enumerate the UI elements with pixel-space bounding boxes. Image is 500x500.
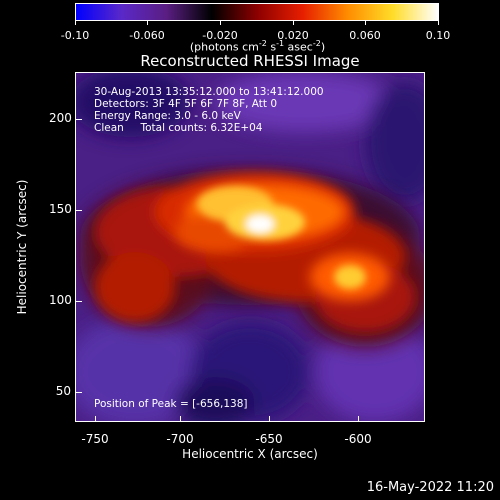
x-axis-label: Heliocentric X (arcsec) [182,447,318,461]
y-tick-mark [76,392,82,393]
y-tick-label: 150 [49,202,72,216]
energy-range-text: Energy Range: 3.0 - 6.0 keV [94,110,241,122]
detectors-text: Detectors: 3F 4F 5F 6F 7F 8F, Att 0 [94,98,278,110]
units-exponent: -2 [312,39,321,48]
colorbar-units: (photons cm-2 s-1 asec-2) [0,39,500,54]
date-stamp: 16-May-2022 11:20 [366,480,494,495]
colorbar-tick-mark [147,21,148,25]
units-exponent: -1 [276,39,285,48]
y-axis-label: Heliocentric Y (arcsec) [15,179,29,315]
x-tick-mark [95,416,96,422]
clean-counts-text: Clean Total counts: 6.32E+04 [94,122,263,134]
units-text: s [266,40,277,54]
colorbar-tick-label: -0.020 [202,29,238,42]
colorbar-tick-mark [365,21,366,25]
x-tick-mark [269,416,270,422]
units-text: asec [284,40,313,54]
colorbar-tick-mark [438,21,439,25]
colorbar-tick-mark [220,21,221,25]
colorbar [75,3,439,21]
colorbar-tick-label: 0.060 [349,29,381,42]
time-range-text: 30-Aug-2013 13:35:12.000 to 13:41:12.000 [94,86,324,98]
emission-core [197,186,366,289]
peak-position-text: Position of Peak = [-656,138] [94,398,248,410]
colorbar-tick-label: -0.10 [60,29,90,42]
x-tick-label: -750 [81,432,109,446]
x-tick-label: -700 [166,432,194,446]
x-tick-mark [358,416,359,422]
colorbar-tick-label: 0.020 [277,29,309,42]
rhessi-image [75,72,425,422]
colorbar-tick-label: -0.060 [129,29,165,42]
y-tick-label: 50 [55,384,71,398]
units-text: (photons cm [189,40,259,54]
y-tick-label: 100 [49,293,72,307]
y-tick-mark [76,119,82,120]
plot-frame [75,72,425,422]
y-tick-mark [76,301,82,302]
colorbar-tick-mark [75,21,76,25]
background-blobs [75,72,425,422]
colorbar-tick-mark [293,21,294,25]
y-tick-mark [76,210,82,211]
x-tick-label: -650 [255,432,283,446]
y-tick-label: 200 [49,111,72,125]
x-tick-label: -600 [344,432,372,446]
x-tick-mark [180,416,181,422]
rhessi-image-svg [75,72,425,422]
units-exponent: -2 [258,39,267,48]
image-title: Reconstructed RHESSI Image [140,52,360,70]
colorbar-tick-label: 0.10 [425,29,451,42]
units-text: ) [320,40,326,54]
